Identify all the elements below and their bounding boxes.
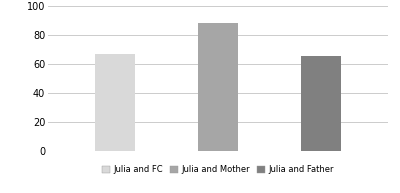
Legend: Julia and FC, Julia and Mother, Julia and Father: Julia and FC, Julia and Mother, Julia an…	[99, 162, 337, 178]
Bar	[95, 53, 134, 151]
Bar	[198, 23, 238, 151]
Bar	[302, 56, 341, 151]
